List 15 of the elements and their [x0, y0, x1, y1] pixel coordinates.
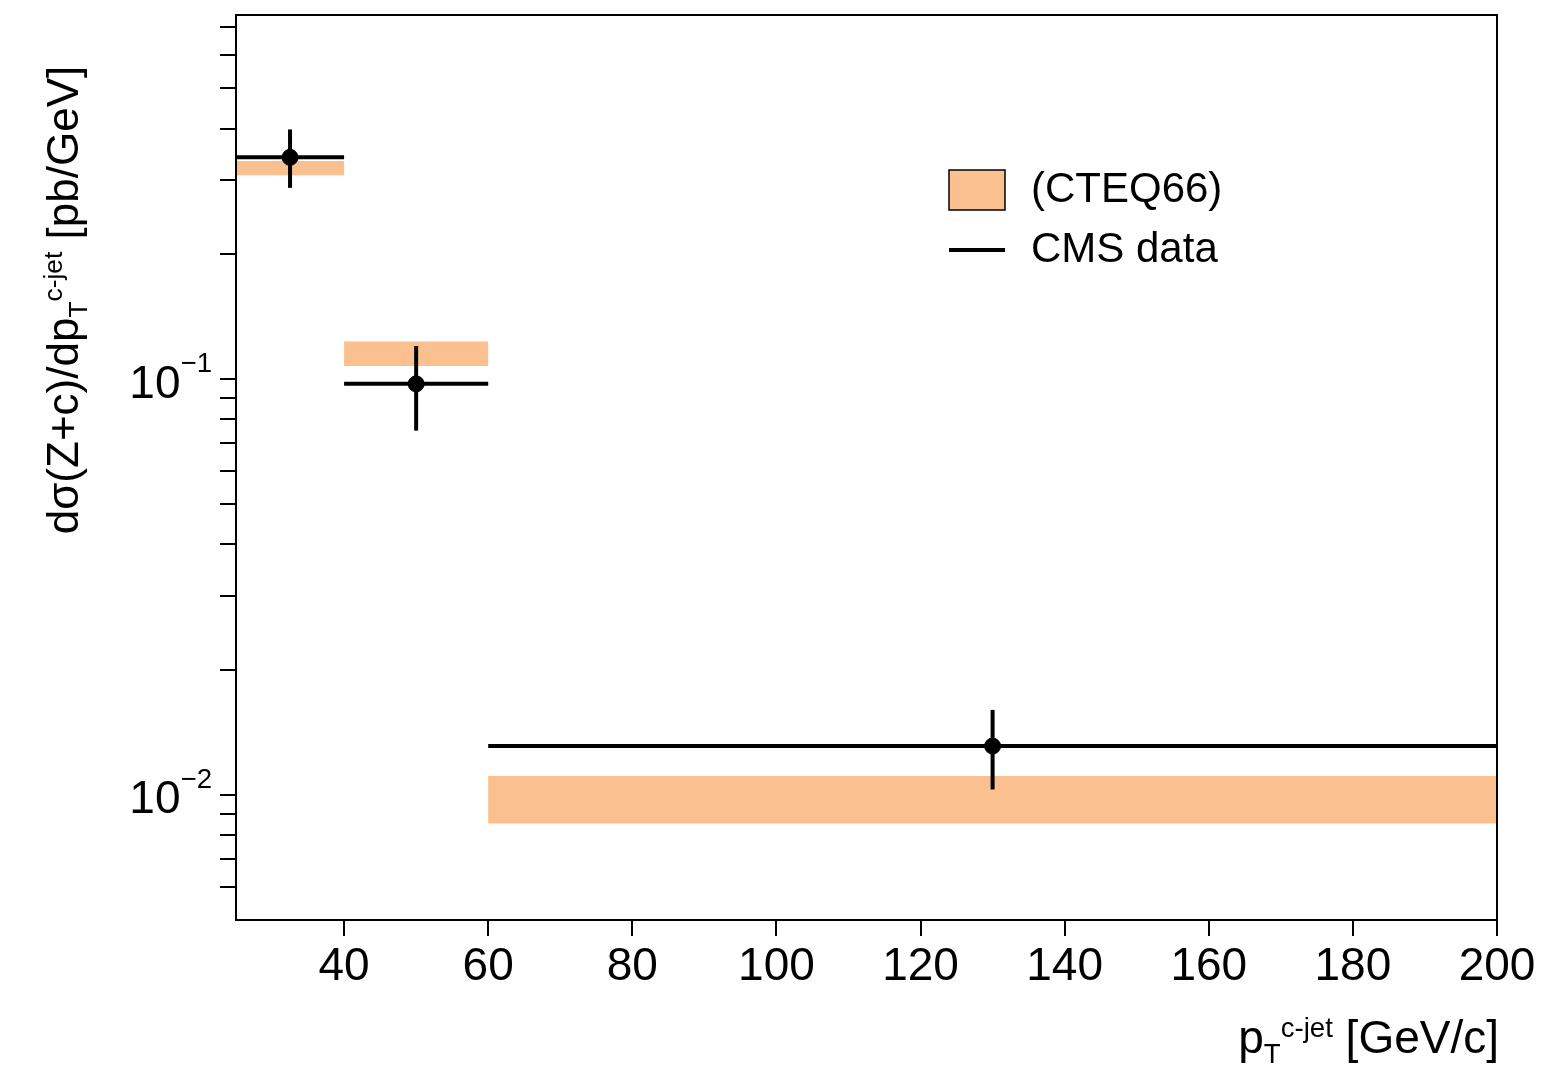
- point: [281, 148, 299, 166]
- x-tick-label: 40: [318, 938, 370, 991]
- x-tick-label: 180: [1314, 938, 1392, 991]
- x-tick-label: 200: [1458, 938, 1536, 991]
- x-tick-label: 100: [738, 938, 815, 991]
- x-tick-label: 80: [606, 938, 658, 991]
- point: [984, 737, 1002, 755]
- point: [407, 375, 425, 393]
- legend-label: CMS data: [1031, 223, 1219, 271]
- x-tick-label: 60: [462, 938, 514, 991]
- x-tick-label: 120: [882, 938, 959, 991]
- x-axis-title: p$_{T}$$^{c-jet}$ [GeV/c]: [1238, 1010, 1499, 1071]
- x-tick-label: 140: [1026, 938, 1104, 991]
- x-tick-label: 160: [1170, 938, 1248, 991]
- legend-label: (CTEQ66): [1031, 163, 1223, 211]
